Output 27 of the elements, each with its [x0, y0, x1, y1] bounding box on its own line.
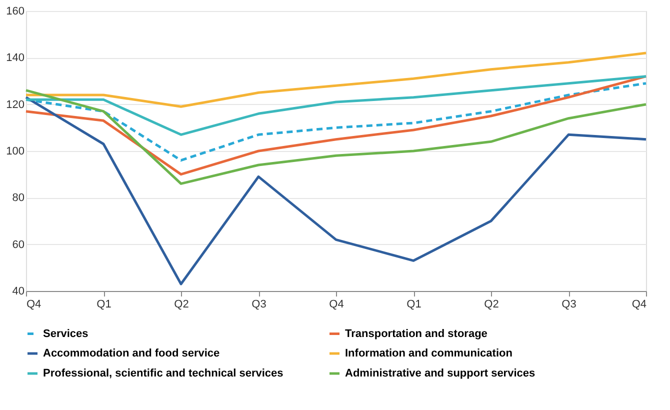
- x-tick-label: Q3: [562, 298, 576, 310]
- legend-label: Professional, scientific and technical services: [43, 368, 284, 380]
- legend-label: Accommodation and food service: [43, 348, 220, 360]
- x-tick-label: Q3: [252, 298, 266, 310]
- legend-label: Information and communication: [345, 348, 513, 360]
- legend-label: Transportation and storage: [345, 328, 488, 340]
- line-series: [24, 75, 648, 176]
- x-tick-label: Q4: [632, 298, 646, 310]
- legend-label: Administrative and support services: [345, 368, 536, 380]
- x-tick-label: Q4: [26, 298, 42, 310]
- y-tick-label: 100: [6, 146, 24, 158]
- y-tick-label: 120: [6, 98, 24, 111]
- y-tick-label: 60: [12, 238, 24, 251]
- y-tick-label: 160: [6, 6, 24, 18]
- x-tick-label: Q1: [406, 298, 422, 310]
- line-series: [24, 52, 648, 108]
- y-tick-label: 80: [12, 192, 24, 204]
- x-tick-label: Q1: [96, 298, 112, 310]
- x-tick-label: Q4: [329, 298, 344, 310]
- y-tick-label: 40: [12, 286, 24, 298]
- line-series: [24, 89, 648, 185]
- line-series: [24, 96, 648, 286]
- line-series: [24, 75, 648, 136]
- x-tick-label: Q2: [174, 298, 189, 310]
- x-tick-label: Q2: [484, 298, 499, 310]
- legend-label: Services: [43, 328, 88, 340]
- y-tick-label: 140: [6, 52, 24, 64]
